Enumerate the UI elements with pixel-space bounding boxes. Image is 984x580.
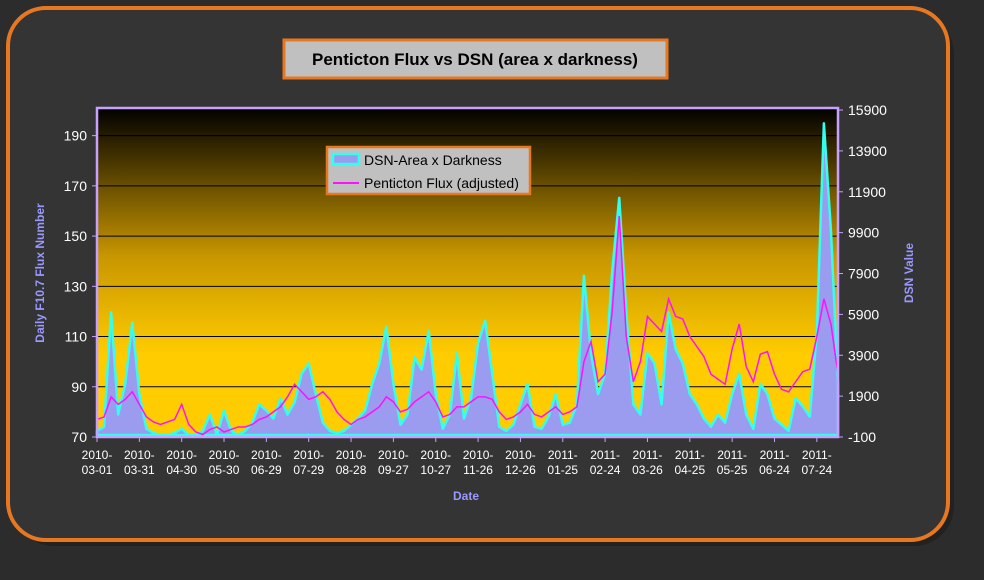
x-tick-label: 2011-01-25 (547, 448, 578, 477)
y-axis-label: Daily F10.7 Flux Number (33, 203, 47, 343)
x-axis-label: Date (453, 489, 479, 503)
legend-swatch (331, 152, 361, 166)
x-tick-label: 2010-03-31 (124, 448, 155, 477)
y2-axis-label: DSN Value (902, 243, 916, 303)
legend-label: Penticton Flux (adjusted) (364, 175, 519, 191)
x-tick-label: 2010-12-26 (505, 448, 536, 477)
y-tick-label: 190 (64, 128, 88, 144)
y2-tick-label: 15900 (848, 102, 887, 118)
y2-tick-label: -100 (848, 429, 876, 445)
x-tick-label: 2010-04-30 (166, 448, 197, 477)
y2-tick-label: 5900 (848, 306, 879, 322)
y2-tick-label: 11900 (848, 184, 886, 200)
area (95, 122, 840, 437)
line (96, 215, 839, 436)
plot-border (95, 106, 840, 439)
x-tick-label: 2010-03-01 (82, 448, 113, 477)
y-tick-label: 110 (65, 329, 88, 345)
x-tick-label: 2010-07-29 (293, 448, 324, 477)
y-tick-label: 150 (64, 228, 88, 244)
x-tick-label: 2011-06-24 (759, 448, 790, 477)
y2-tick-label: 1900 (848, 388, 879, 404)
x-tick-label: 2010-08-28 (336, 448, 367, 477)
legend-label: DSN-Area x Darkness (364, 152, 502, 168)
y-tick-label: 90 (71, 379, 87, 395)
x-tick-label: 2010-06-29 (251, 448, 282, 477)
y2-tick-label: 7900 (848, 266, 879, 282)
x-tick-label: 2011-03-26 (632, 448, 663, 477)
x-tick-label: 2011-05-25 (717, 448, 748, 477)
x-tick-label: 2010-09-27 (378, 448, 409, 477)
x-tick-label: 2011-02-24 (590, 448, 621, 477)
y2-tick-label: 3900 (848, 347, 879, 363)
legend-box (325, 145, 532, 196)
chart-title: Penticton Flux vs DSN (area x darkness) (312, 50, 638, 69)
y2-tick-label: 9900 (848, 225, 879, 241)
y-tick-label: 170 (64, 178, 88, 194)
x-tick-label: 2010-05-30 (209, 448, 240, 477)
y-tick-label: 130 (64, 278, 88, 294)
x-tick-label: 2011-07-24 (801, 448, 832, 477)
y-tick-label: 70 (71, 429, 87, 445)
y2-tick-label: 13900 (848, 143, 887, 159)
title-box (282, 38, 669, 80)
x-tick-label: 2011-04-25 (674, 448, 705, 477)
x-tick-label: 2010-10-27 (420, 448, 451, 477)
x-tick-label: 2010-11-26 (463, 448, 494, 477)
